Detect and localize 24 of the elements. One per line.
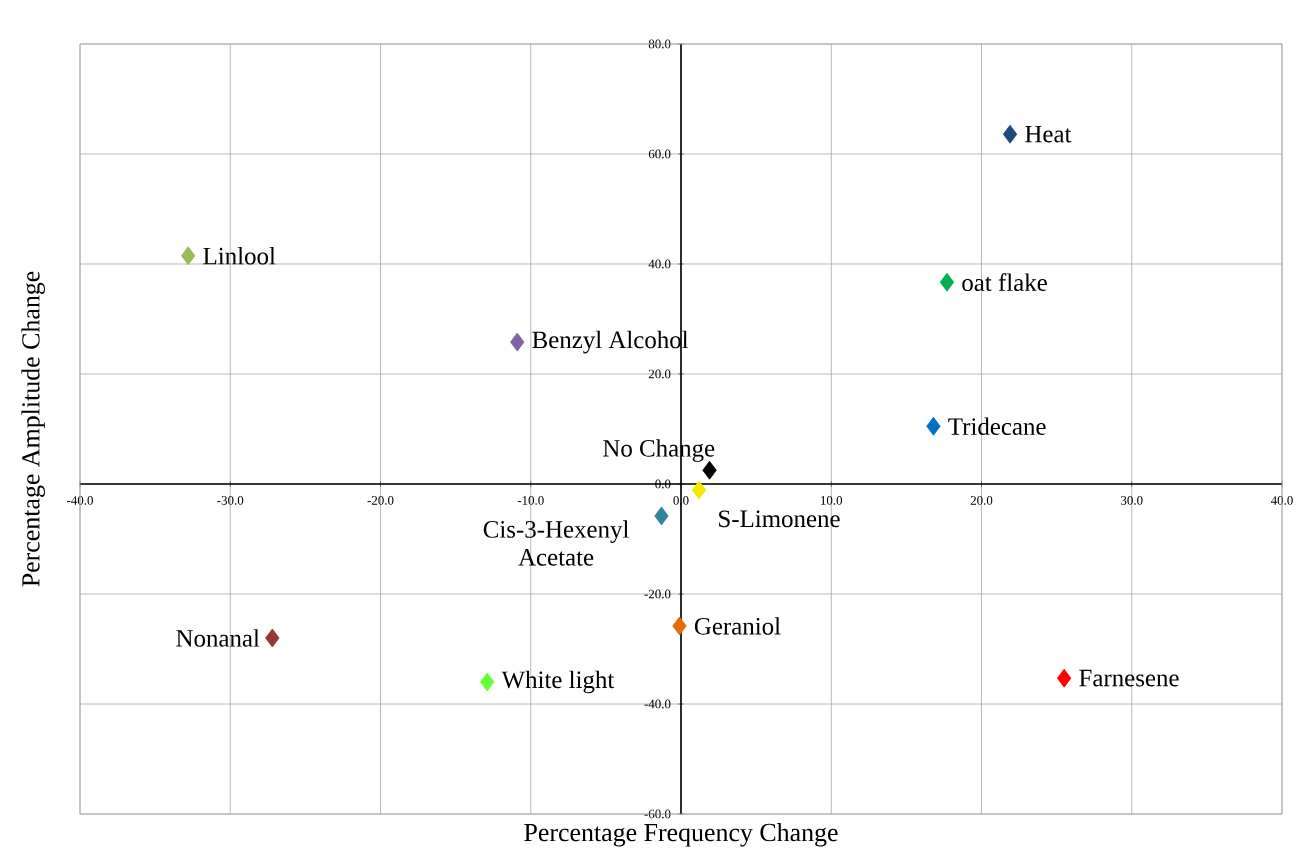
x-axis-title: Percentage Frequency Change (524, 823, 838, 847)
point (510, 332, 525, 352)
series-label: Tridecane (948, 417, 1046, 436)
point (654, 506, 669, 526)
series-label: Linlool (203, 246, 276, 265)
point (1002, 124, 1018, 144)
series-label: S-Limonene (719, 510, 840, 528)
y-axis-title: Percentage Amplitude Change (21, 271, 45, 587)
point (181, 246, 196, 266)
series-label: Cis-3-Hexenyl Acetate (483, 520, 629, 566)
point (939, 272, 955, 292)
point (702, 460, 717, 480)
point (691, 480, 707, 500)
series-label: oat flake (962, 273, 1047, 292)
series-label: Farnesene (1079, 669, 1179, 687)
series-label: White light (501, 670, 615, 694)
point (672, 616, 687, 636)
point (1056, 668, 1072, 688)
series-label: Heat (1025, 125, 1072, 143)
series-label: Nonanal (176, 629, 260, 647)
point (265, 628, 280, 648)
point (480, 672, 495, 692)
series-label: Geraniol (694, 617, 781, 635)
point (926, 416, 941, 436)
